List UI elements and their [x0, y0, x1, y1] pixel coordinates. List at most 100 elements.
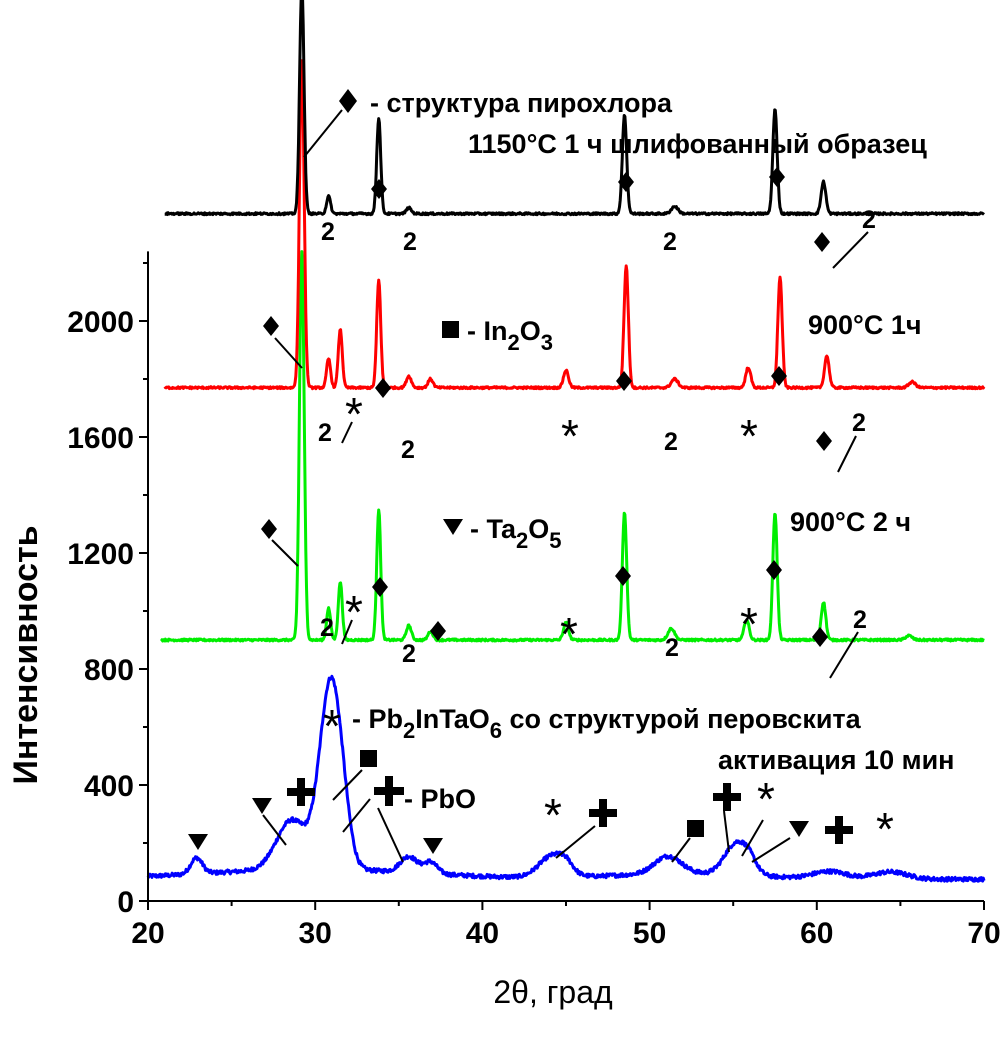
label-2: 2 — [403, 228, 417, 256]
legend-in2o3-a: - In — [467, 316, 508, 346]
legend-perovskite-text: - Pb2InTaO6 со структурой перовскита — [352, 704, 862, 743]
legend-perovskite-c: со структурой перовскита — [502, 704, 862, 734]
plus-marker — [825, 816, 853, 844]
legend-in2o3-b: O — [520, 316, 541, 346]
axes-layer — [139, 251, 985, 910]
tick-labels-layer: 20 30 40 50 60 70 0 400 800 1200 1600 20… — [67, 306, 1000, 950]
arrow-blue-tri2 — [751, 837, 791, 863]
arrows — [262, 109, 869, 863]
arrow-black-2 — [832, 231, 869, 269]
legend-pbo: - PbO — [374, 776, 476, 814]
x-tick-label-20: 20 — [131, 917, 164, 950]
legend-ta2o5-text: - Ta2O5 — [470, 514, 562, 553]
asterisk-marker: * — [740, 410, 758, 462]
curve-label-900-2h: 900°C 2 ч — [790, 507, 911, 537]
series-line-0 — [146, 674, 986, 883]
label-2: 2 — [862, 206, 876, 234]
legend-perovskite-b: InTaO — [415, 704, 490, 734]
asterisk-marker: * — [876, 803, 894, 855]
legend-pyrochlore-text: - структура пирохлора — [370, 88, 673, 118]
legend-perovskite-a: - Pb — [352, 704, 403, 734]
label-2: 2 — [402, 640, 416, 668]
y-tick-label-1200: 1200 — [67, 538, 134, 571]
triangle-down-marker — [789, 821, 809, 837]
arrow-blue-tri — [262, 814, 287, 846]
x-tick-label-40: 40 — [466, 917, 499, 950]
arrow-red-2 — [837, 435, 857, 473]
label-2: 2 — [663, 228, 677, 256]
x-tick-label-50: 50 — [633, 917, 666, 950]
y-tick-label-1600: 1600 — [67, 422, 134, 455]
label-2: 2 — [853, 606, 867, 634]
arrow-green-2 — [829, 631, 859, 679]
curve-label-activation: активация 10 мин — [718, 745, 954, 775]
square-marker — [687, 820, 704, 837]
legend-in2o3-s1: 2 — [508, 330, 520, 355]
y-tick-label-0: 0 — [117, 886, 134, 919]
triangle-down-marker — [188, 834, 208, 850]
diamond-marker — [766, 560, 782, 580]
label-2: 2 — [401, 436, 415, 464]
y-tick-label-800: 800 — [84, 654, 134, 687]
diamond-marker — [371, 179, 387, 199]
diamond-marker — [339, 89, 357, 113]
diamond-marker — [769, 167, 785, 187]
diamond-marker — [615, 566, 631, 586]
legend-ta2o5-s2: 5 — [549, 528, 561, 553]
arrow-pyrochlore — [303, 109, 343, 158]
triangle-down-marker — [252, 798, 272, 814]
legend-ta2o5: - Ta2O5 — [443, 514, 562, 553]
curves-layer — [146, 0, 986, 883]
arrow-red-diamond — [274, 337, 303, 369]
diamond-marker — [618, 172, 634, 192]
legend-ta2o5-a: - Ta — [470, 514, 517, 544]
arrow-blue-plus4 — [723, 810, 730, 853]
label-2: 2 — [320, 614, 334, 642]
peak-markers: 2 2 2 2 2 2 2 2 * * * 2 2 2 2 * * * — [188, 167, 894, 855]
diamond-marker — [771, 366, 787, 386]
x-tick-label-60: 60 — [800, 917, 833, 950]
legend-ta2o5-b: O — [528, 514, 549, 544]
y-axis-title: Интенсивность — [7, 525, 45, 784]
diamond-marker — [814, 232, 830, 252]
diamond-marker — [430, 621, 446, 641]
square-marker — [442, 321, 459, 338]
label-2: 2 — [318, 419, 332, 447]
asterisk-marker: * — [544, 789, 562, 841]
x-tick-label-30: 30 — [299, 917, 332, 950]
square-marker — [360, 750, 377, 767]
arrow-blue-plus2 — [377, 807, 404, 863]
plus-marker — [589, 799, 617, 827]
legend-pbo-text: - PbO — [404, 784, 476, 814]
asterisk-marker: * — [757, 773, 775, 825]
asterisk-marker: * — [323, 700, 341, 752]
y-tick-label-400: 400 — [84, 770, 134, 803]
series-line-1 — [160, 250, 985, 643]
curve-label-900-1h: 900°C 1ч — [808, 310, 922, 340]
legend-perovskite-s1: 2 — [403, 718, 415, 743]
diamond-marker — [372, 577, 388, 597]
plus-marker — [287, 778, 315, 806]
label-2: 2 — [852, 409, 866, 437]
label-2: 2 — [664, 428, 678, 456]
legend-in2o3-s2: 3 — [541, 330, 553, 355]
diamond-marker — [812, 627, 828, 647]
asterisk-marker: * — [740, 598, 758, 650]
diamond-marker — [616, 371, 632, 391]
legend-in2o3: - In2O3 — [442, 316, 553, 355]
triangle-down-marker — [423, 838, 443, 854]
legend-in2o3-text: - In2O3 — [467, 316, 553, 355]
arrow-blue-square2 — [671, 837, 691, 863]
diamond-marker — [375, 378, 391, 398]
x-tick-label-70: 70 — [967, 917, 1000, 950]
legend-perovskite-s2: 6 — [490, 718, 502, 743]
legend-ta2o5-s1: 2 — [516, 528, 528, 553]
diamond-marker — [263, 316, 279, 336]
y-tick-label-2000: 2000 — [67, 306, 134, 339]
arrow-green-ast — [341, 619, 353, 645]
x-axis-title: 2θ, град — [493, 974, 613, 1010]
label-2: 2 — [321, 218, 335, 246]
series-line-2 — [163, 59, 986, 391]
curve-label-1150: 1150°C 1 ч шлифованный образец — [468, 129, 927, 159]
